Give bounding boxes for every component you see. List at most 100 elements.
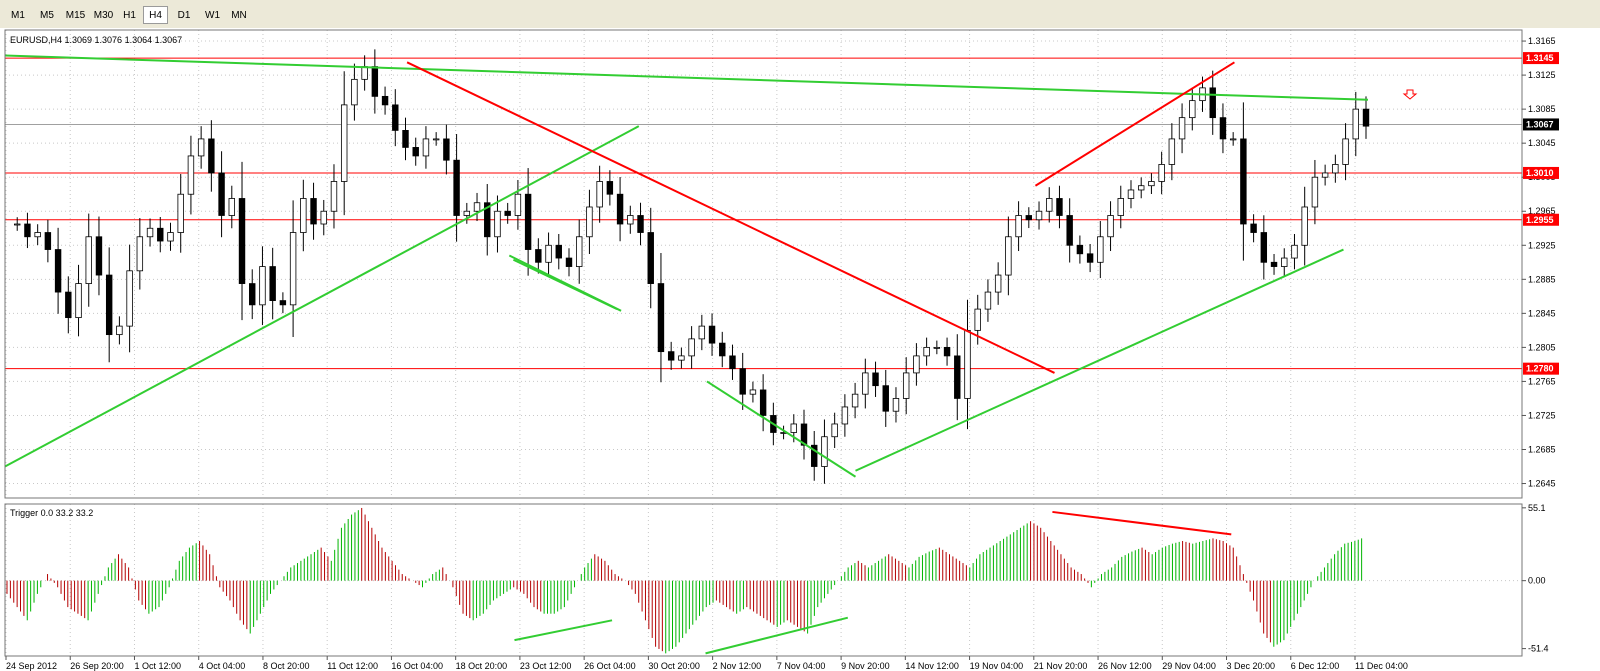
candle-up — [1148, 181, 1155, 187]
candle-up — [126, 270, 133, 327]
timeframe-m15-button[interactable]: M15 — [65, 10, 86, 21]
level-price-label: 1.3010 — [1526, 168, 1554, 178]
timeframe-m5-button[interactable]: M5 — [40, 10, 54, 21]
green-trendline[interactable] — [512, 258, 618, 311]
candle-up — [923, 346, 930, 357]
candle-down — [44, 232, 52, 250]
candle-down — [249, 283, 256, 306]
green-trendline[interactable] — [4, 125, 640, 468]
candle-up — [698, 325, 706, 340]
candle-down — [647, 232, 654, 284]
time-label: 14 Nov 12:00 — [905, 661, 959, 671]
candle-up — [1046, 198, 1053, 212]
time-label: 9 Nov 20:00 — [841, 661, 890, 671]
candle-down — [708, 325, 716, 344]
price-tick-label: 1.2965 — [1528, 206, 1556, 216]
price-tick-label: 1.2845 — [1528, 308, 1556, 318]
candle-up — [1137, 185, 1145, 191]
candle-down — [535, 249, 542, 263]
candle-up — [259, 266, 266, 306]
price-tick-label: 1.3045 — [1528, 138, 1556, 148]
timeframe-toolbar: M1 M5 M15 M30 H1 H4 D1 W1 MN — [0, 0, 1600, 29]
candle-up — [85, 236, 92, 284]
candle-up — [1015, 215, 1022, 238]
candle-down — [402, 130, 409, 148]
candle-down — [24, 223, 31, 238]
candle-up — [545, 244, 552, 263]
price-tick-label: 1.2805 — [1528, 342, 1556, 352]
red-trendline[interactable] — [406, 61, 1055, 374]
time-label: 24 Sep 2012 — [6, 661, 57, 671]
price-tick-label: 1.2645 — [1528, 479, 1556, 489]
candle-down — [616, 193, 624, 225]
main-pane-frame — [4, 29, 1523, 499]
time-label: 8 Oct 20:00 — [263, 661, 310, 671]
timeframe-h1-button[interactable]: H1 — [123, 10, 136, 21]
candle-down — [800, 423, 808, 446]
candle-up — [984, 291, 992, 310]
down-arrow-icon — [1402, 89, 1418, 100]
time-label: 26 Nov 12:00 — [1098, 661, 1152, 671]
indicator-green-trendline[interactable] — [705, 616, 849, 655]
candle-up — [1229, 138, 1237, 141]
candle-down — [443, 138, 450, 161]
timeframe-mn-button[interactable]: MN — [231, 10, 247, 21]
candle-down — [504, 210, 511, 216]
price-tick-label: 1.2885 — [1528, 274, 1556, 284]
candle-up — [576, 236, 583, 267]
time-label: 7 Nov 04:00 — [777, 661, 826, 671]
indicator-red-trendline[interactable] — [1052, 510, 1232, 536]
candle-up — [422, 138, 430, 157]
candle-up — [116, 325, 123, 336]
green-trendline[interactable] — [855, 248, 1344, 472]
price-tick-label: 1.3085 — [1528, 104, 1556, 114]
candle-up — [14, 223, 21, 226]
axes: 24 Sep 2012 26 Sep 20:00 1 Oct 12:00 4 Oct … — [4, 29, 1559, 671]
candle-down — [524, 193, 532, 250]
red-trendline[interactable] — [1034, 61, 1235, 187]
candle-up — [1291, 244, 1298, 259]
candle-down — [218, 172, 225, 216]
candle-up — [228, 198, 236, 216]
timeframe-d1-button[interactable]: D1 — [177, 10, 191, 21]
candle-up — [586, 206, 593, 238]
candle-up — [933, 346, 941, 349]
candle-up — [964, 329, 971, 399]
trigger-indicator — [5, 507, 1522, 655]
candle-up — [473, 202, 481, 212]
candle-up — [831, 423, 838, 438]
candle-down — [157, 227, 164, 242]
timeframe-w1-button[interactable]: W1 — [205, 10, 220, 21]
candle-down — [453, 159, 460, 216]
candle-down — [729, 355, 736, 370]
timeframe-m30-button[interactable]: M30 — [93, 10, 114, 21]
indicator-green-trendline[interactable] — [514, 619, 613, 642]
price-tick-label: 1.2685 — [1528, 444, 1556, 454]
time-label: 11 Dec 04:00 — [1355, 661, 1408, 671]
green-trendline[interactable] — [706, 380, 857, 478]
time-label: 18 Oct 20:00 — [456, 661, 508, 671]
candle-up — [300, 198, 307, 233]
timeframe-m1-button[interactable]: M1 — [11, 10, 25, 21]
candle-down — [310, 198, 317, 225]
candle-up — [688, 338, 695, 357]
candle-down — [238, 198, 246, 284]
price-tick-label: 1.2725 — [1528, 410, 1556, 420]
level-price-tag — [1523, 213, 1559, 226]
candle-up — [463, 210, 471, 216]
indicator-tick-label: 0.00 — [1528, 576, 1546, 586]
candle-down — [95, 236, 103, 276]
candle-down — [1250, 223, 1257, 233]
green-trendline[interactable] — [4, 54, 1369, 101]
level-price-label: 1.2780 — [1526, 364, 1554, 374]
candle-up — [1311, 176, 1319, 208]
timeframe-h4-button[interactable]: H4 — [143, 6, 168, 24]
price-tick-label: 1.3125 — [1528, 70, 1556, 80]
candle-up — [514, 193, 522, 216]
candle-up — [678, 355, 685, 361]
price-tick-label: 1.2925 — [1528, 240, 1556, 250]
candle-down — [943, 346, 951, 357]
grid — [5, 30, 1522, 656]
chart-background — [0, 28, 1600, 671]
time-label: 26 Oct 04:00 — [584, 661, 636, 671]
